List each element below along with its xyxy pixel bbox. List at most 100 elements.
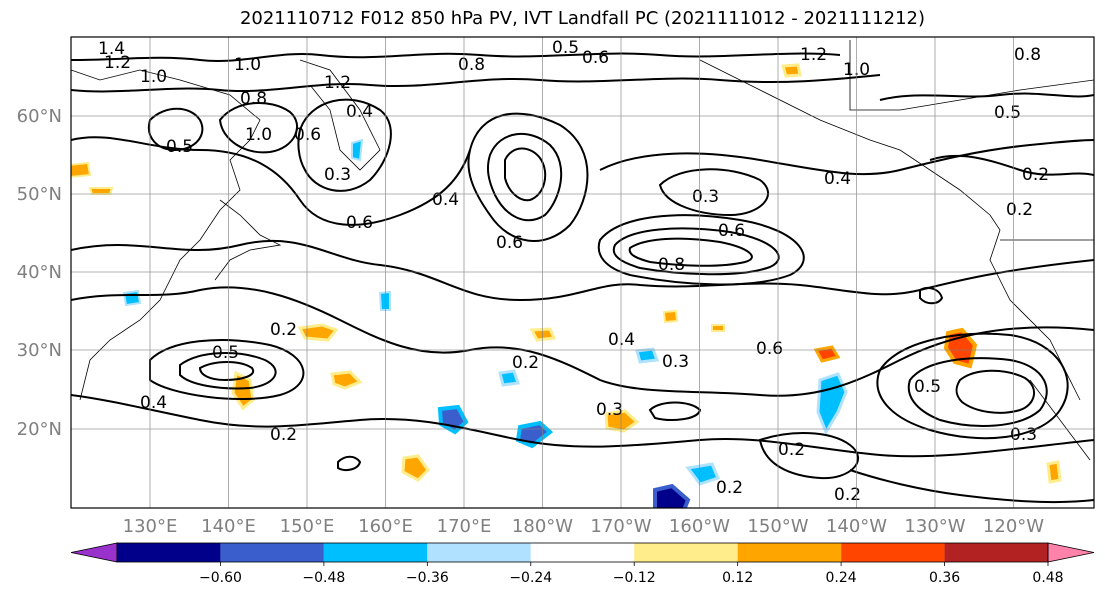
- colorbar-tick-label: 0.12: [722, 570, 753, 586]
- contour-line: [71, 74, 881, 93]
- contour-label: 0.8: [658, 255, 685, 275]
- contour-line: [658, 168, 770, 217]
- colorbar-segment: [841, 543, 945, 562]
- lon-label: 160°E: [358, 516, 413, 537]
- lon-label: 170°W: [590, 516, 651, 537]
- contour-label: 0.3: [596, 400, 623, 420]
- colorbar-segment: [117, 543, 221, 562]
- lon-label: 140°E: [201, 516, 256, 537]
- shade-blob: [635, 347, 660, 364]
- colorbar-segment: [737, 543, 842, 562]
- lon-label: 170°E: [437, 516, 492, 537]
- shade-blob: [1046, 460, 1062, 484]
- contour-label: 1.0: [245, 125, 272, 145]
- contour-label: 0.2: [1006, 200, 1033, 220]
- lat-label: 40°N: [17, 262, 62, 283]
- lon-label: 180°W: [512, 516, 573, 537]
- contour-line: [198, 361, 255, 382]
- contour-line: [876, 332, 1069, 440]
- shade-blob: [781, 63, 802, 78]
- contour-line: [297, 98, 392, 192]
- contour-label: 0.4: [432, 190, 459, 210]
- mexico-coast: [1029, 379, 1091, 461]
- contour-line: [149, 339, 305, 400]
- contour-labels: 1.4 1.2 1.0 0.8 1.2 0.4 0.5 0.6 0.8 1.0 …: [98, 38, 1049, 505]
- shade-blob: [813, 345, 841, 363]
- contour-line: [71, 239, 1094, 302]
- contour-line: [758, 432, 860, 480]
- contour-label: 0.5: [994, 103, 1021, 123]
- contour-label: 0.3: [324, 165, 351, 185]
- colorbar-segment: [634, 543, 738, 562]
- latitude-labels: 60°N 50°N 40°N 30°N 20°N: [17, 106, 62, 440]
- colorbar-segment: [220, 543, 324, 562]
- contour-label: 0.2: [834, 485, 861, 505]
- coastline-kamchatka: [299, 59, 381, 171]
- colorbar-tick-label: −0.36: [406, 570, 449, 586]
- shade-blob: [816, 372, 848, 436]
- colorbar-tick-label: −0.24: [509, 570, 552, 586]
- shade-blob: [401, 454, 430, 482]
- contour-label: 0.6: [582, 48, 609, 68]
- contour-line: [907, 357, 1048, 427]
- colorbar: −0.60 −0.48 −0.36 −0.24 −0.12 0.12 0.24 0.36 0.4…: [70, 542, 1095, 586]
- shade-blob: [711, 324, 725, 332]
- coastlines: [71, 40, 1094, 461]
- contour-line: [147, 107, 204, 152]
- colorbar-segment: [323, 543, 428, 562]
- contour-label: 0.8: [458, 55, 485, 75]
- lon-label: 130°W: [904, 516, 965, 537]
- contour-line: [597, 214, 805, 286]
- pv-contours: [71, 52, 1094, 504]
- colorbar-tick-label: 0.36: [929, 570, 960, 586]
- lon-label: 150°W: [747, 516, 808, 537]
- contour-label: 0.5: [212, 343, 239, 363]
- contour-label: 0.4: [608, 330, 635, 350]
- shade-blob: [351, 138, 364, 162]
- shade-blob: [604, 409, 640, 433]
- contour-label: 0.4: [824, 169, 851, 189]
- lat-label: 50°N: [17, 184, 62, 205]
- contour-line: [955, 369, 1035, 414]
- contour-label: 0.8: [1014, 45, 1041, 65]
- contour-line: [504, 147, 547, 202]
- shade-blob: [88, 187, 114, 195]
- contour-label: 0.4: [346, 102, 373, 122]
- contour-line: [648, 401, 702, 421]
- shade-blob: [662, 309, 679, 324]
- shade-blob: [378, 290, 391, 311]
- contour-label: 0.2: [512, 353, 539, 373]
- contour-label: 0.8: [240, 89, 267, 109]
- colorbar-frame: [116, 542, 1049, 563]
- contour-label: 0.3: [662, 352, 689, 372]
- shade-blob: [529, 327, 557, 342]
- shade-blob: [685, 462, 721, 486]
- graticule: [71, 37, 1094, 508]
- contour-label: 0.6: [496, 233, 523, 253]
- contour-line: [71, 52, 841, 63]
- contour-label: 0.4: [140, 393, 167, 413]
- shade-blob: [330, 370, 363, 390]
- contour-label: 1.2: [800, 45, 827, 65]
- contour-label: 1.2: [324, 73, 351, 93]
- shade-blob: [498, 369, 520, 387]
- contour-line: [337, 455, 362, 471]
- contour-line: [486, 132, 563, 222]
- lon-label: 150°E: [280, 516, 335, 537]
- contour-label: 0.2: [778, 440, 805, 460]
- contour-line: [179, 352, 277, 390]
- contour-label: 1.2: [104, 53, 131, 73]
- contour-line: [919, 287, 944, 305]
- pc-shading: [71, 63, 1062, 508]
- contour-line: [849, 469, 1094, 504]
- coastline-alaska: [699, 59, 1081, 401]
- colorbar-segment: [944, 543, 1048, 562]
- shade-blob: [71, 161, 92, 178]
- contour-label: 1.0: [234, 55, 261, 75]
- contour-label: 0.5: [166, 137, 193, 157]
- contour-line: [467, 112, 589, 242]
- map-frame: [70, 36, 1095, 509]
- contour-label: 0.5: [552, 38, 579, 58]
- contour-label: 0.6: [294, 125, 321, 145]
- contour-label: 0.2: [1022, 165, 1049, 185]
